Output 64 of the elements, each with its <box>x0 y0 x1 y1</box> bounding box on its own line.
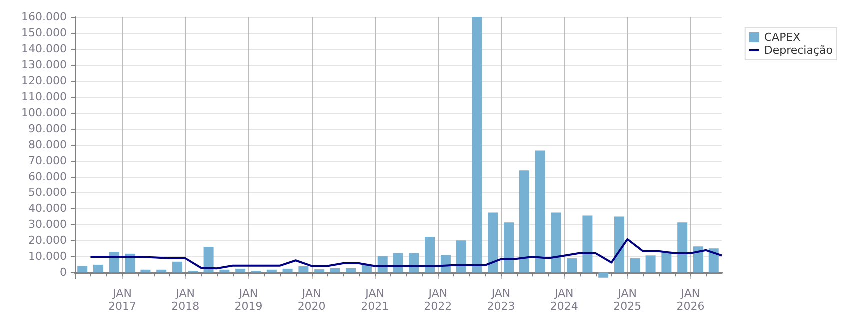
bar <box>551 212 562 273</box>
y-tick-label: 50.000 <box>28 186 67 200</box>
x-tick-label: JAN 2020 <box>298 287 326 313</box>
bar <box>78 266 88 273</box>
x-tick-label: JAN 2021 <box>361 287 390 313</box>
bar <box>678 222 688 273</box>
y-tick-label: 150.000 <box>22 26 67 40</box>
bar <box>220 270 230 273</box>
bar <box>140 270 151 273</box>
bar <box>472 17 482 273</box>
x-tick-label: JAN 2026 <box>676 287 705 313</box>
y-tick-label: 110.000 <box>22 90 67 104</box>
y-tick-label: 20.000 <box>28 234 67 248</box>
y-tick-label: 120.000 <box>22 74 67 88</box>
bar <box>204 247 214 273</box>
x-tick-label: JAN 2024 <box>550 287 578 313</box>
x-tick-label: JAN 2022 <box>424 287 452 313</box>
bar <box>693 246 704 273</box>
y-tick-label: 10.000 <box>28 250 67 264</box>
bar <box>282 268 293 273</box>
bar <box>567 258 578 273</box>
bar <box>598 272 609 278</box>
legend-label: Depreciação <box>764 44 834 57</box>
bar <box>314 270 325 273</box>
y-tick-label: 60.000 <box>28 170 67 184</box>
bar <box>425 236 436 273</box>
y-tick-label: 140.000 <box>22 42 67 56</box>
x-tick-label: JAN 2019 <box>234 287 263 313</box>
y-tick-label: 90.000 <box>28 122 67 136</box>
bar <box>582 216 593 273</box>
bar <box>330 268 340 273</box>
x-tick-label: JAN 2017 <box>108 287 137 313</box>
legend-label: CAPEX <box>764 31 802 44</box>
bar <box>456 240 466 273</box>
bar <box>109 252 120 273</box>
bar <box>346 268 356 273</box>
x-tick-label: JAN 2023 <box>487 287 516 313</box>
bar <box>504 222 514 273</box>
bar <box>94 264 104 273</box>
y-tick-label: 80.000 <box>28 138 67 152</box>
bar <box>519 170 530 273</box>
y-tick-label: 40.000 <box>28 202 67 216</box>
bar <box>614 216 624 273</box>
bar <box>646 256 656 273</box>
y-tick-label: 0 <box>60 266 67 280</box>
bar <box>298 266 309 273</box>
bar <box>156 270 167 273</box>
bar <box>662 252 672 273</box>
bar <box>172 262 183 273</box>
x-tick-label: JAN 2025 <box>614 287 642 313</box>
bar <box>266 270 277 273</box>
bar <box>630 258 640 273</box>
line-series <box>90 238 723 270</box>
y-tick-label: 30.000 <box>28 218 67 232</box>
y-tick-label: 70.000 <box>28 154 67 168</box>
y-tick-label: 160.000 <box>22 10 67 24</box>
bar <box>362 265 372 273</box>
x-tick-label: JAN 2018 <box>172 287 200 313</box>
bar <box>488 212 498 273</box>
bar <box>236 268 246 273</box>
bar <box>708 248 719 273</box>
y-tick-label: 130.000 <box>22 58 67 72</box>
bar <box>535 150 546 273</box>
y-tick-label: 100.000 <box>22 106 67 120</box>
